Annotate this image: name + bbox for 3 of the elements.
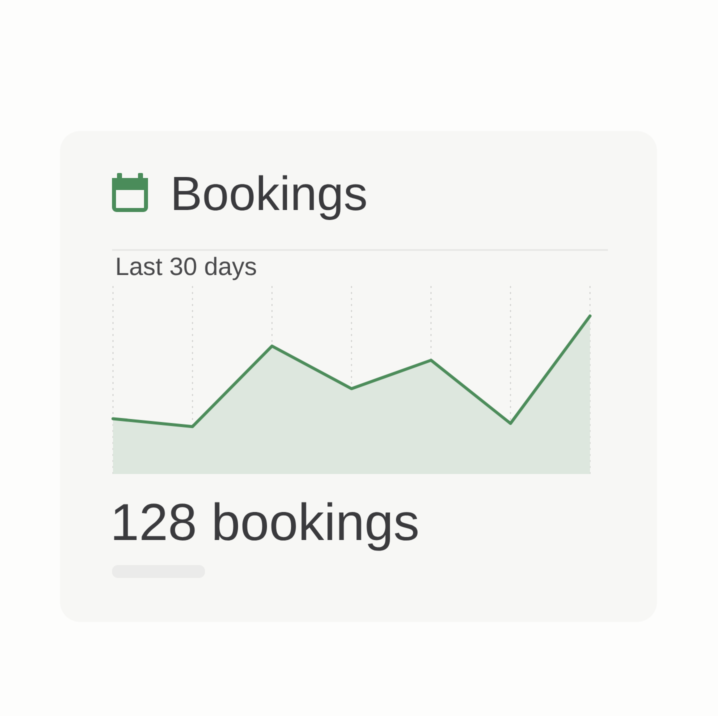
chart-subtitle: Last 30 days xyxy=(117,256,256,280)
text: 128 bookings xyxy=(114,502,418,551)
chart-title: Bookings xyxy=(174,175,366,220)
